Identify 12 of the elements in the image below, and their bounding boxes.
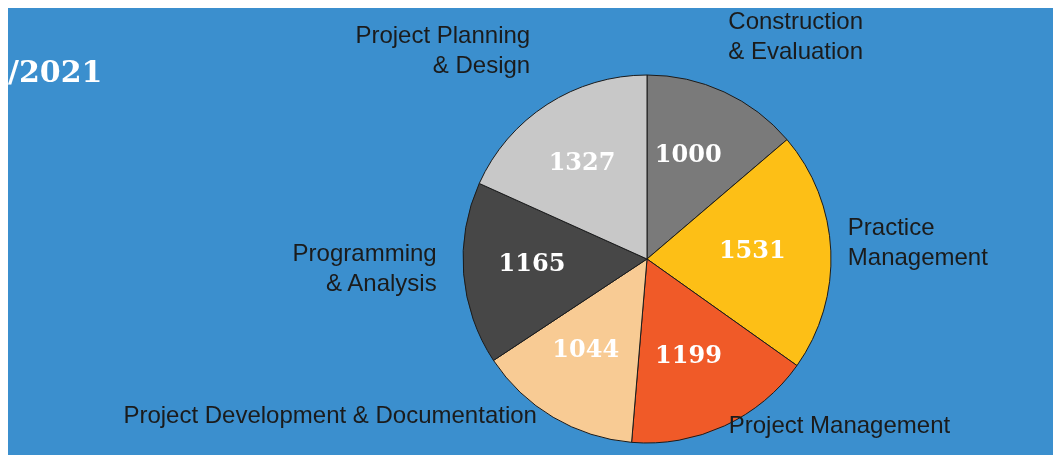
slice-label: Practice Management [847, 212, 989, 270]
text: /2021 [8, 54, 103, 89]
data-label: 1199 [655, 339, 722, 369]
slice-label: Project Planning & Design [355, 20, 531, 78]
slice-label: Project Development & Documentation [123, 401, 537, 429]
slice-label: Programming & Analysis [292, 238, 437, 296]
slice-label: Construction & Evaluation [728, 6, 864, 64]
slice-label: Project Management [728, 410, 951, 438]
data-label: 1531 [718, 234, 786, 264]
data-label: 1165 [498, 248, 566, 278]
data-label: 1044 [552, 334, 620, 364]
data-label: 1000 [654, 139, 722, 169]
